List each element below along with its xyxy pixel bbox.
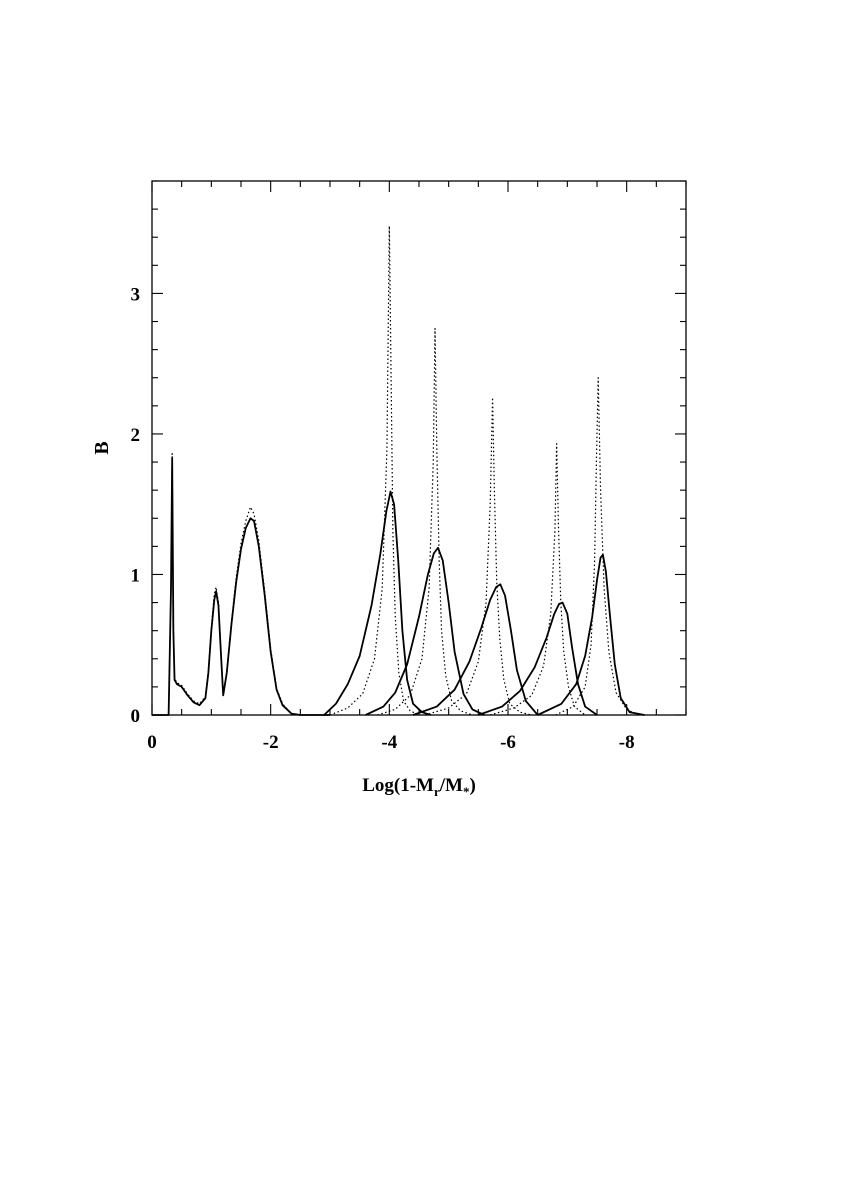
solid-series-line-8 — [478, 601, 598, 716]
y-tick-label: 3 — [131, 284, 141, 305]
x-tick-label: -4 — [381, 732, 397, 753]
y-tick-label: 1 — [131, 565, 141, 586]
dotted-series-line-11 — [555, 377, 639, 716]
solid-series-line-10 — [537, 553, 645, 716]
solid-series-line-4 — [365, 546, 485, 716]
x-axis-label-mid: /M — [439, 775, 463, 796]
dotted-series-line-9 — [490, 443, 586, 716]
series-layer — [152, 225, 645, 716]
x-tick-label: -6 — [500, 732, 516, 753]
x-tick-labels: 0 -2 -4 -6 -8 — [147, 732, 634, 753]
x-axis-label-main: Log(1-M — [362, 775, 434, 796]
dotted-series-line-5 — [377, 327, 473, 716]
y-tick-label: 0 — [131, 706, 141, 727]
solid-series-line-6 — [412, 583, 539, 716]
y-axis-label: B — [91, 441, 113, 454]
plot-frame — [151, 180, 687, 716]
y-tick-labels: 0 1 2 3 — [131, 284, 141, 727]
x-tick-label: 0 — [147, 732, 157, 753]
y-tick-label: 2 — [131, 425, 141, 446]
dotted-series-line-3 — [329, 225, 420, 716]
x-tick-label: -8 — [619, 732, 635, 753]
dotted-series-line-7 — [424, 396, 532, 716]
axis-ticks — [151, 180, 687, 716]
solid-series-line-0 — [152, 456, 330, 716]
x-axis-label-sub-r: r — [434, 784, 440, 799]
x-tick-label: -2 — [263, 732, 279, 753]
dotted-series-line-1 — [168, 453, 301, 716]
x-axis-label-sub-star: * — [463, 784, 470, 799]
plot-area — [151, 180, 687, 716]
solid-series-line-2 — [323, 490, 432, 716]
x-axis-label-end: ) — [469, 775, 475, 796]
x-axis-label: Log(1-Mr/M*) — [362, 775, 476, 799]
